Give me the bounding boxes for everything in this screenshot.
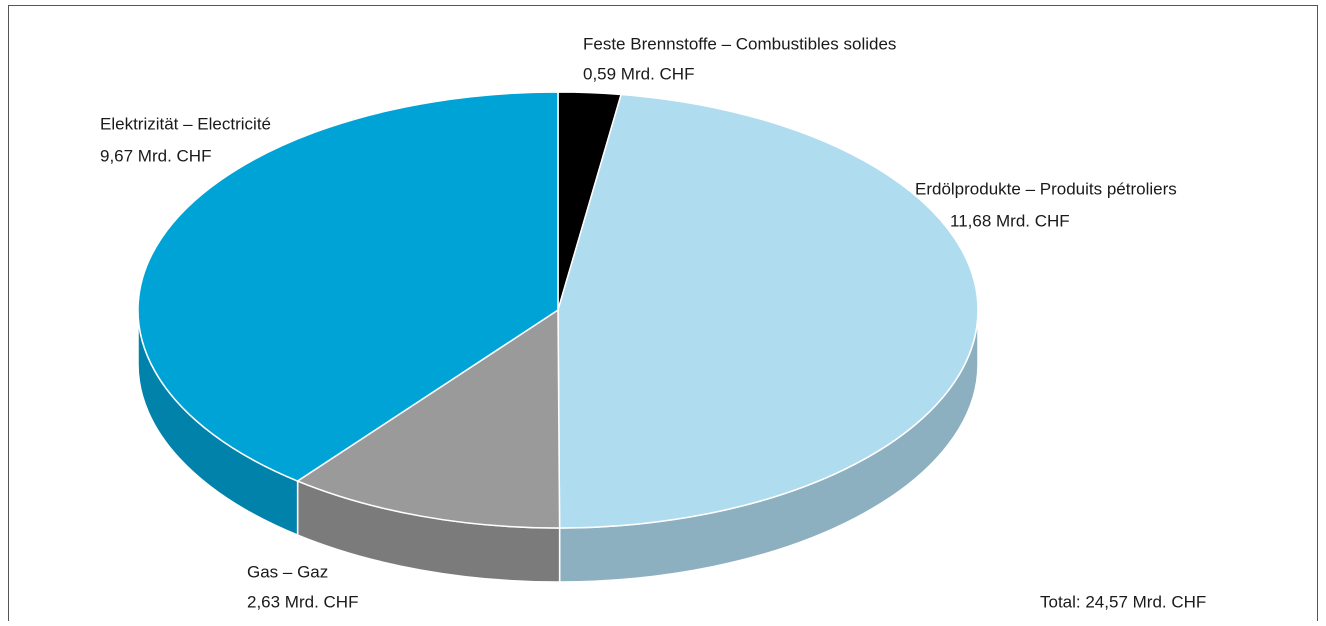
slice-label: Erdölprodukte – Produits pétroliers <box>915 179 1177 198</box>
total-annotation: Total: 24,57 Mrd. CHF <box>1040 592 1206 611</box>
slice-label: Feste Brennstoffe – Combustibles solides <box>583 34 896 53</box>
value-label: 9,67 Mrd. CHF <box>100 146 211 165</box>
value-label: 0,59 Mrd. CHF <box>583 64 694 83</box>
value-label: 2,63 Mrd. CHF <box>247 592 358 611</box>
value-label: 11,68 Mrd. CHF <box>950 211 1070 230</box>
slice-label: Elektrizität – Electricité <box>100 114 271 133</box>
slice-label: Gas – Gaz <box>247 562 328 581</box>
slice <box>137 91 559 482</box>
slice <box>296 308 561 529</box>
slice <box>557 93 979 529</box>
